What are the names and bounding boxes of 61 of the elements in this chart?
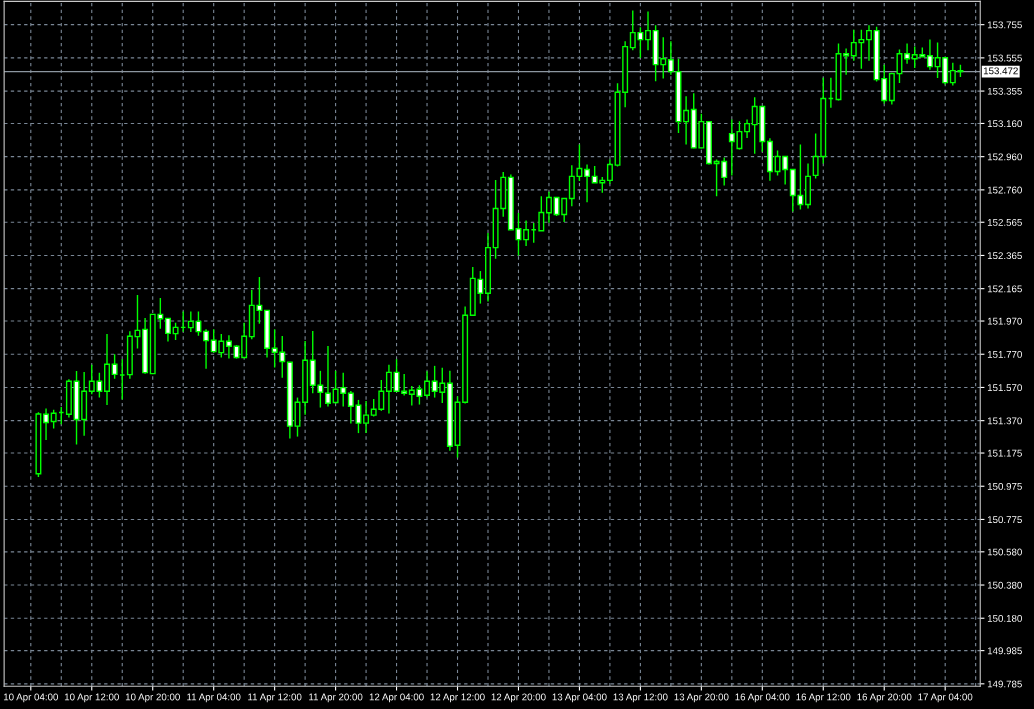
candlestick xyxy=(225,334,232,360)
candlestick xyxy=(545,191,552,224)
candlestick xyxy=(926,38,933,71)
x-tick-label: 13 Apr 12:00 xyxy=(613,693,668,703)
x-tick-label: 11 Apr 12:00 xyxy=(248,693,302,703)
y-tick-label: 151.770 xyxy=(987,350,1022,358)
ref-line-label: 153.472 xyxy=(983,67,1018,75)
candlestick xyxy=(645,10,651,51)
x-tick-label: 10 Apr 12:00 xyxy=(64,693,119,703)
x-tick-label: 12 Apr 12:00 xyxy=(430,693,485,703)
candlestick xyxy=(843,47,850,76)
y-tick-label: 153.755 xyxy=(987,21,1022,29)
candlestick xyxy=(424,370,431,399)
y-tick-label: 149.985 xyxy=(987,647,1022,655)
candlestick xyxy=(43,407,50,441)
x-tick-label: 11 Apr 20:00 xyxy=(309,693,363,703)
y-tick-label: 152.565 xyxy=(987,218,1022,226)
candlestick xyxy=(538,195,545,232)
y-tick-label: 150.380 xyxy=(987,581,1022,589)
y-tick-label: 150.775 xyxy=(987,516,1022,524)
candlestick xyxy=(866,24,872,62)
x-tick-label: 12 Apr 20:00 xyxy=(491,693,546,703)
x-tick-label: 16 Apr 20:00 xyxy=(857,693,912,703)
candlestick xyxy=(606,158,613,185)
y-tick-label: 149.785 xyxy=(987,680,1022,688)
candlestick xyxy=(523,219,530,247)
y-tick-label: 150.180 xyxy=(987,614,1022,622)
y-tick-label: 151.370 xyxy=(987,417,1022,425)
x-tick-label: 11 Apr 04:00 xyxy=(187,693,241,703)
candlestick xyxy=(667,40,674,76)
y-tick-label: 152.365 xyxy=(987,252,1022,260)
x-tick-label: 16 Apr 12:00 xyxy=(796,693,851,703)
candlestick xyxy=(50,409,57,430)
x-tick-label: 10 Apr 20:00 xyxy=(125,693,180,703)
y-tick-label: 152.760 xyxy=(987,186,1022,194)
candlestick xyxy=(385,364,392,415)
x-tick-label: 13 Apr 04:00 xyxy=(552,693,607,703)
y-tick-label: 152.960 xyxy=(987,153,1022,161)
y-tick-label: 153.160 xyxy=(987,120,1022,128)
candlestick xyxy=(324,345,331,408)
candlestick xyxy=(904,42,911,65)
x-tick-label: 12 Apr 04:00 xyxy=(369,693,424,703)
x-tick-label: 16 Apr 04:00 xyxy=(735,693,790,703)
candlestick xyxy=(111,353,118,380)
y-tick-label: 151.570 xyxy=(987,384,1022,392)
x-tick-label: 10 Apr 04:00 xyxy=(3,693,58,703)
y-tick-label: 152.165 xyxy=(987,285,1022,293)
y-tick-label: 153.555 xyxy=(987,54,1022,62)
x-tick-label: 13 Apr 20:00 xyxy=(674,693,729,703)
candlestick xyxy=(683,95,690,146)
candlestick xyxy=(584,163,591,203)
candlestick xyxy=(744,118,751,139)
x-tick-label: 17 Apr 04:00 xyxy=(918,693,973,703)
y-tick-label: 153.355 xyxy=(987,87,1022,95)
y-tick-label: 151.175 xyxy=(987,449,1022,457)
y-tick-label: 150.580 xyxy=(987,548,1022,556)
candlestick xyxy=(164,317,171,343)
y-tick-label: 150.975 xyxy=(987,482,1022,490)
candlestick xyxy=(363,400,370,434)
y-tick-label: 151.970 xyxy=(987,317,1022,325)
candlestick xyxy=(203,328,210,370)
